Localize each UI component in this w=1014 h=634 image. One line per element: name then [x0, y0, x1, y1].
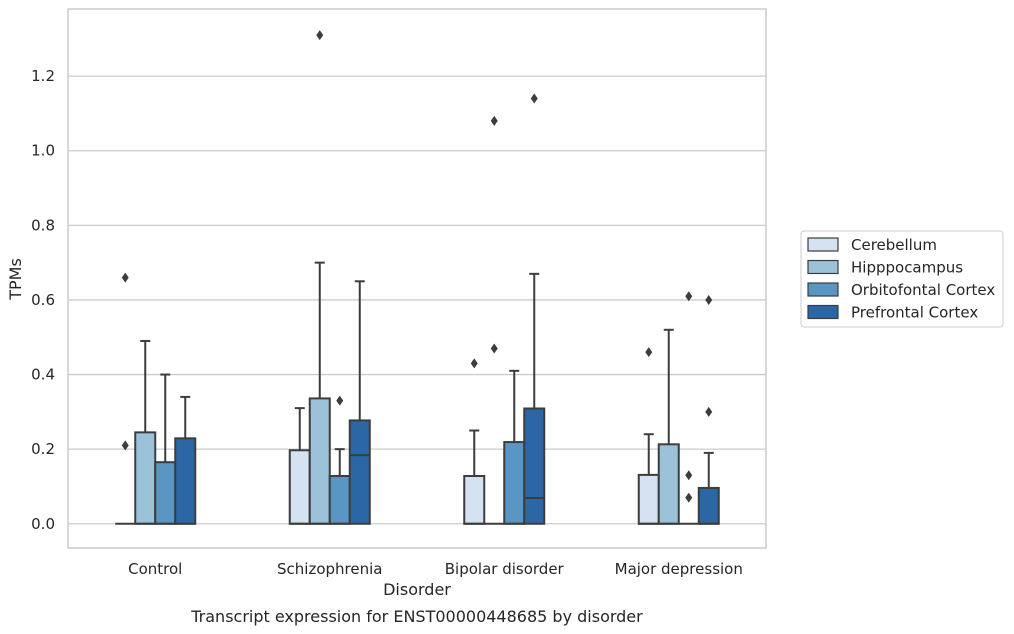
- legend-item: Prefrontal Cortex: [807, 304, 978, 322]
- box: [503, 441, 526, 525]
- plot-frame: [67, 8, 767, 549]
- box-orbitofontal-cortex: [503, 369, 526, 525]
- legend-label: Cerebellum: [851, 236, 937, 254]
- y-tick-label: 1.0: [31, 142, 55, 160]
- y-tick-label: 1.2: [31, 67, 55, 85]
- x-tick-label: Major depression: [615, 560, 743, 578]
- category-group: [637, 291, 720, 525]
- x-axis-ticks: Control Schizophrenia Bipolar disorder Majo…: [128, 560, 743, 578]
- legend-frame: [800, 230, 1004, 328]
- box: [154, 461, 177, 525]
- outlier-point: [490, 343, 498, 354]
- chart-caption: Transcript expression for ENST0000044868…: [190, 607, 643, 626]
- outlier-point: [121, 272, 129, 283]
- box-hipppocampus: [657, 328, 680, 525]
- box: [288, 449, 311, 525]
- y-tick-label: 0.8: [31, 216, 55, 234]
- outlier-point: [336, 395, 344, 406]
- outlier-point: [685, 470, 693, 481]
- box-cerebellum: [637, 347, 660, 525]
- y-tick-label: 0.0: [31, 515, 55, 533]
- box-prefrontal-cortex: [174, 395, 197, 525]
- x-tick-label: Control: [128, 560, 182, 578]
- y-axis-ticks: 0.0 0.2 0.4 0.6 0.8 1.0 1.2: [31, 67, 55, 533]
- box: [134, 431, 157, 525]
- box: [697, 486, 720, 525]
- outlier-point: [121, 440, 129, 451]
- box: [348, 419, 371, 525]
- box-orbitofontal-cortex: [328, 395, 351, 525]
- legend-item: Cerebellum: [807, 236, 937, 254]
- legend: Cerebellum Hipppocampus Orbitofontal Corte…: [800, 230, 1004, 328]
- box: [328, 475, 351, 525]
- box: [657, 443, 680, 525]
- legend-label: Orbitofontal Cortex: [851, 281, 995, 299]
- outlier-point: [470, 358, 478, 369]
- box-hipppocampus: [134, 339, 157, 525]
- y-axis-title: TPMs: [6, 258, 25, 301]
- legend-swatch: [807, 304, 839, 320]
- box: [637, 473, 660, 525]
- category-group: [288, 30, 371, 525]
- x-axis-title: Disorder: [383, 580, 451, 599]
- legend-item: Orbitofontal Cortex: [807, 281, 995, 299]
- box-hipppocampus: [308, 30, 331, 525]
- box-hipppocampus: [484, 115, 505, 525]
- box-cerebellum: [288, 407, 311, 525]
- box-prefrontal-cortex: [523, 93, 546, 525]
- outlier-point: [685, 492, 693, 503]
- legend-item: Hipppocampus: [807, 259, 963, 277]
- x-tick-label: Schizophrenia: [277, 560, 382, 578]
- box: [308, 397, 331, 525]
- box-groups: [115, 30, 720, 525]
- y-tick-label: 0.4: [31, 366, 55, 384]
- legend-swatch: [807, 282, 839, 297]
- y-tick-label: 0.6: [31, 291, 55, 309]
- box-cerebellum: [115, 272, 136, 525]
- category-group: [115, 272, 197, 525]
- outlier-point: [705, 406, 713, 417]
- legend-swatch: [807, 259, 839, 275]
- box-prefrontal-cortex: [697, 294, 720, 525]
- outlier-point: [645, 347, 653, 358]
- box-cerebellum: [463, 358, 486, 525]
- legend-label: Prefrontal Cortex: [851, 304, 978, 322]
- legend-swatch: [807, 237, 839, 252]
- category-group: [463, 93, 546, 525]
- box-prefrontal-cortex: [348, 280, 371, 525]
- box: [174, 437, 197, 525]
- y-tick-label: 0.2: [31, 440, 55, 458]
- outlier-point: [316, 30, 324, 41]
- outlier-point: [685, 291, 693, 302]
- legend-label: Hipppocampus: [851, 259, 963, 277]
- box: [523, 407, 546, 525]
- x-tick-label: Bipolar disorder: [445, 560, 565, 578]
- box-orbitofontal-cortex: [678, 291, 699, 525]
- box: [463, 475, 486, 525]
- outlier-point: [705, 294, 713, 305]
- outlier-point: [490, 115, 498, 126]
- outlier-point: [530, 93, 538, 104]
